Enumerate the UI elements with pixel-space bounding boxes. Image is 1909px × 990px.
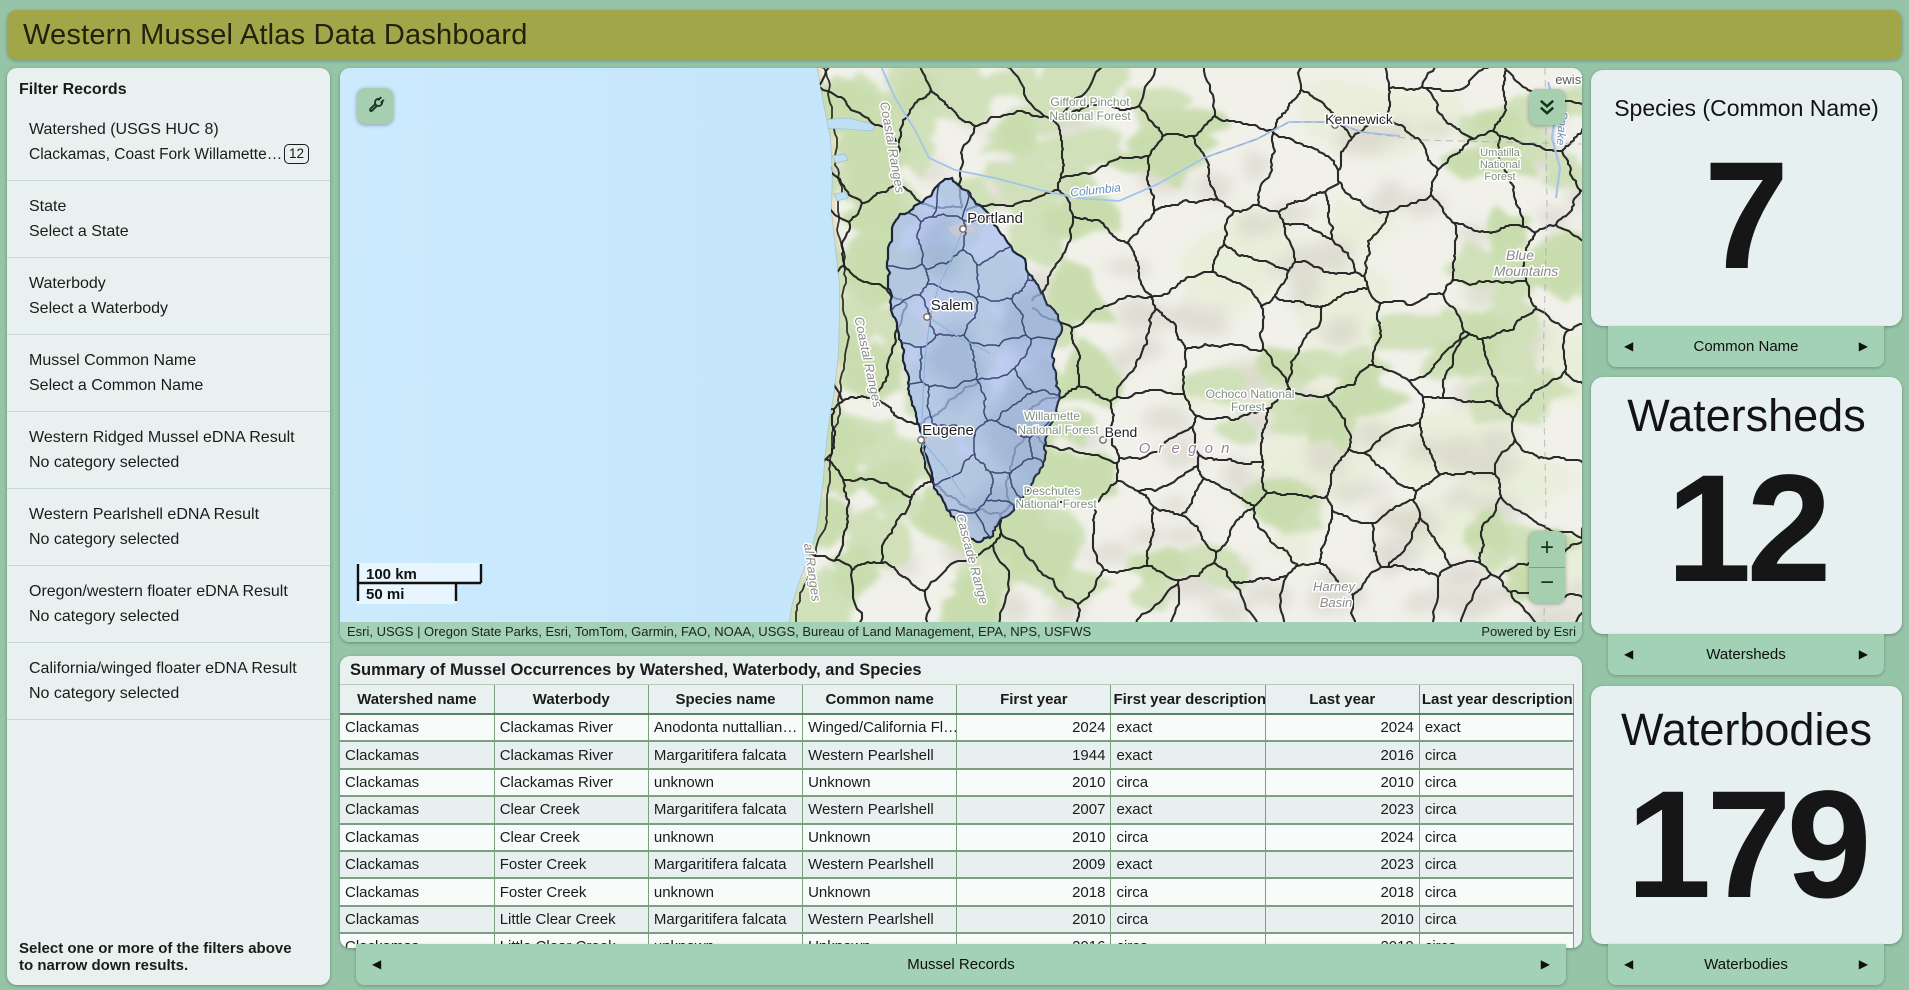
svg-text:Gifford Pinchot: Gifford Pinchot [1050,95,1130,109]
svg-text:Portland: Portland [967,210,1023,227]
svg-text:Basin: Basin [1320,595,1353,610]
svg-text:Salem: Salem [931,297,974,314]
svg-text:Forest: Forest [1484,171,1515,183]
svg-text:Umatilla: Umatilla [1480,147,1521,159]
svg-text:Eugene: Eugene [922,422,974,439]
svg-text:National Forest: National Forest [1049,109,1131,123]
svg-text:100 km: 100 km [366,566,417,583]
svg-text:ewist: ewist [1555,72,1582,87]
svg-text:Kennewick: Kennewick [1325,111,1394,127]
svg-text:50 mi: 50 mi [366,586,404,603]
svg-text:Blue: Blue [1506,247,1534,263]
svg-text:Columbia: Columbia [1070,180,1122,199]
svg-text:Willamette: Willamette [1024,409,1080,423]
svg-text:O r e g o n: O r e g o n [1139,440,1232,457]
svg-text:Forest: Forest [1231,400,1266,414]
svg-text:Mountains: Mountains [1494,263,1559,279]
svg-text:National: National [1480,159,1520,171]
svg-text:Deschutes: Deschutes [1024,484,1081,498]
svg-text:Ochoco National: Ochoco National [1206,387,1295,401]
svg-text:National Forest: National Forest [1015,497,1097,511]
svg-text:National Forest: National Forest [1017,423,1099,437]
svg-text:Bend: Bend [1105,424,1138,440]
svg-text:Harney: Harney [1313,579,1356,594]
